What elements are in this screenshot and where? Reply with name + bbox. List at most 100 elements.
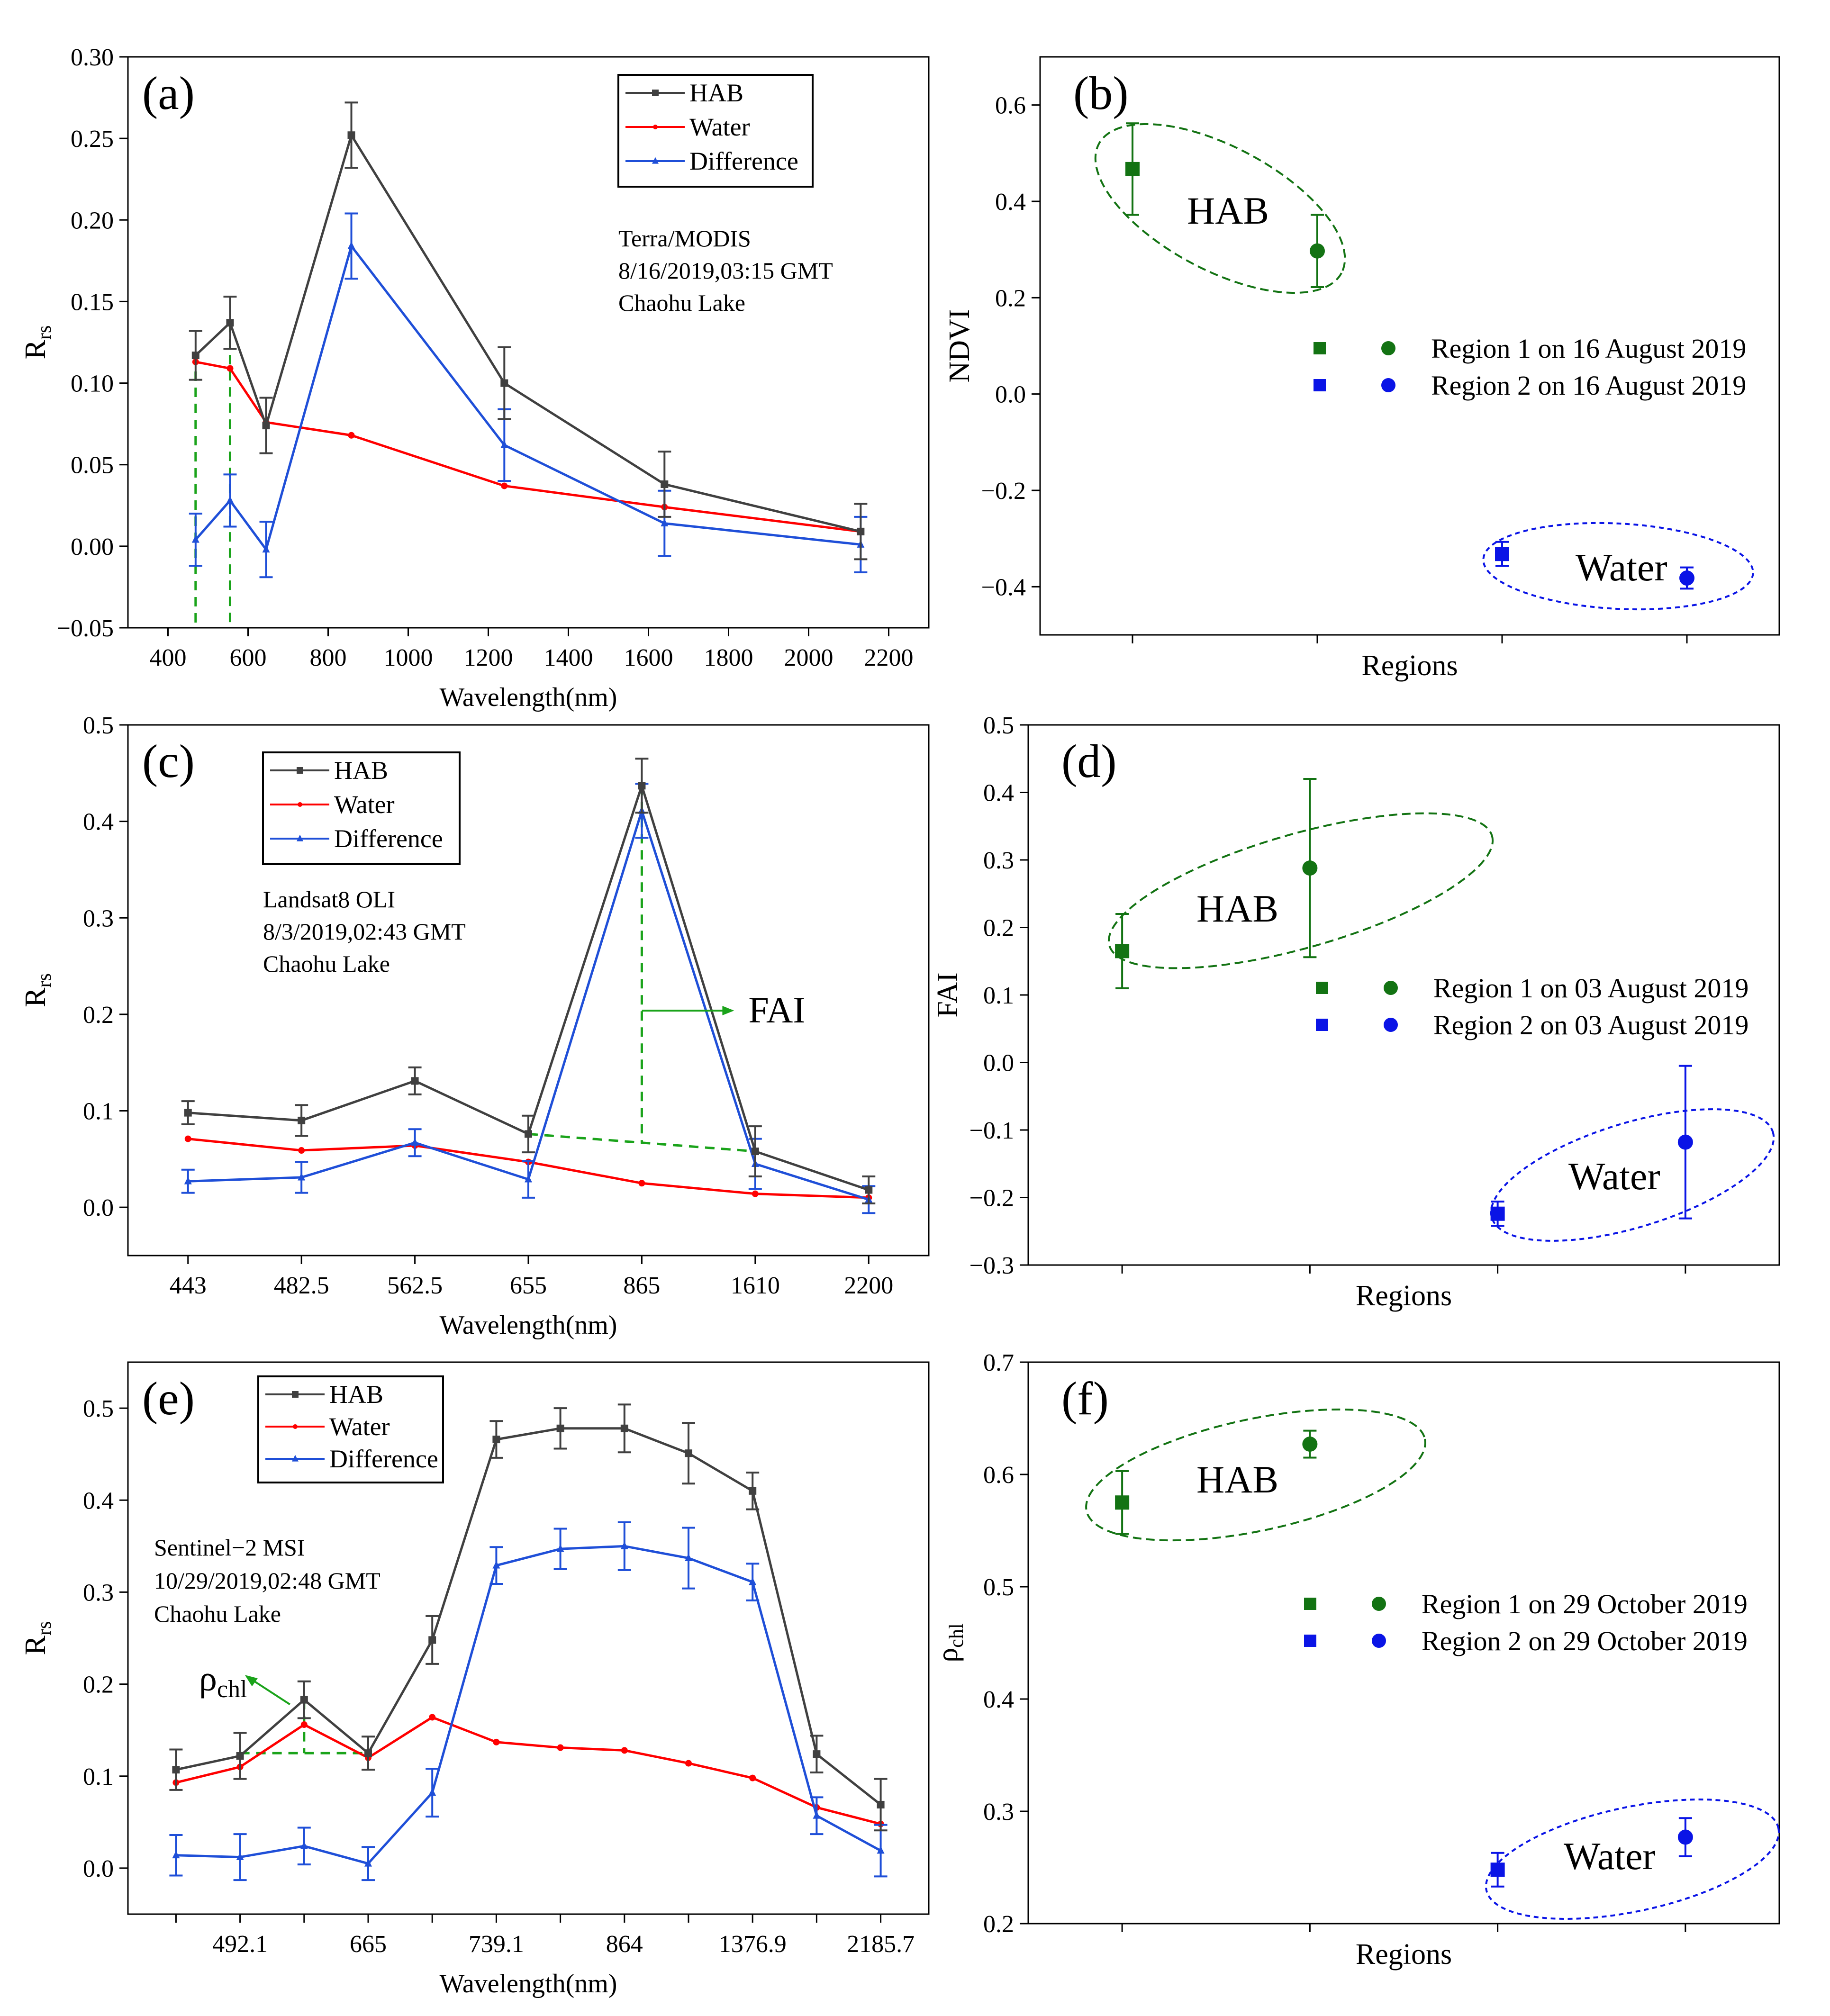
legend-entry: Difference bbox=[689, 147, 798, 175]
data-point bbox=[638, 782, 646, 790]
x-tick-label: 443 bbox=[170, 1272, 207, 1299]
data-point bbox=[1302, 1437, 1318, 1452]
y-tick-label: 0.2 bbox=[995, 285, 1026, 312]
chart-panel: 0.0 0.1 0.2 0.3 0.4 0.5 492.1 665 739.1 864 1376.9… bbox=[19, 1361, 930, 1998]
data-point bbox=[1310, 243, 1325, 259]
data-point bbox=[184, 1135, 191, 1142]
series-line bbox=[195, 132, 861, 533]
annotation-text: 8/3/2019,02:43 GMT bbox=[263, 918, 466, 945]
legend-circle-marker bbox=[1372, 1597, 1386, 1611]
data-point bbox=[300, 1841, 308, 1849]
x-tick-label: 864 bbox=[606, 1931, 643, 1958]
y-tick-label: 0.3 bbox=[983, 1799, 1014, 1826]
y-tick-label: 0.10 bbox=[71, 371, 114, 398]
annotation-text: Sentinel−2 MSI bbox=[154, 1534, 305, 1561]
y-tick-label: 0.0 bbox=[983, 1050, 1014, 1077]
legend-swatch-marker bbox=[293, 1424, 298, 1429]
series-line bbox=[176, 1545, 881, 1865]
x-axis-label: Wavelength(nm) bbox=[440, 683, 617, 712]
data-point bbox=[661, 519, 669, 527]
legend-swatch-marker bbox=[652, 157, 659, 164]
legend-swatch-marker bbox=[297, 767, 303, 774]
data-point bbox=[525, 1130, 532, 1138]
data-point bbox=[661, 480, 669, 488]
chart-panel: 0.0 0.1 0.2 0.3 0.4 0.5 443 482.5 562.5 655 865 161… bbox=[19, 712, 930, 1340]
data-point bbox=[1495, 547, 1509, 561]
y-tick-label: −0.1 bbox=[969, 1117, 1014, 1144]
data-point bbox=[226, 319, 234, 327]
x-tick-label: 1800 bbox=[704, 644, 753, 671]
y-tick-label: 0.4 bbox=[983, 780, 1014, 807]
data-point bbox=[226, 365, 234, 372]
x-tick-label: 2200 bbox=[844, 1272, 893, 1299]
data-point bbox=[877, 1846, 885, 1854]
data-point bbox=[191, 352, 199, 360]
data-point bbox=[749, 1577, 757, 1585]
legend-entry: HAB bbox=[329, 1380, 383, 1409]
x-axis-label: Regions bbox=[1356, 1938, 1452, 1971]
rho-callout-label: ρchl bbox=[199, 1659, 247, 1703]
y-tick-label: 0.25 bbox=[71, 126, 114, 153]
x-tick-label: 1000 bbox=[384, 644, 433, 671]
y-axis-label-main: FAI bbox=[932, 972, 964, 1017]
legend-entry: Region 1 on 03 August 2019 bbox=[1433, 973, 1748, 1003]
water-group-label: Water bbox=[1576, 546, 1667, 589]
legend-entry: Region 2 on 03 August 2019 bbox=[1433, 1010, 1748, 1040]
y-tick-label: 0.3 bbox=[983, 847, 1014, 874]
y-axis-label-sub: chl bbox=[946, 1623, 968, 1647]
data-point bbox=[1125, 162, 1140, 176]
water-group-ellipse bbox=[1490, 1108, 1775, 1242]
y-tick-label: 0.0 bbox=[995, 381, 1026, 408]
chart-panel: 0.2 0.3 0.4 0.5 0.6 0.7 Regions ρchl (f) HAB Water… bbox=[932, 1349, 1780, 1971]
data-point bbox=[638, 1180, 645, 1187]
y-tick-label: −0.3 bbox=[969, 1252, 1014, 1279]
x-axis-label: Wavelength(nm) bbox=[440, 1969, 617, 1998]
data-point bbox=[865, 1186, 873, 1194]
legend-swatch-marker bbox=[292, 1455, 299, 1462]
water-group-ellipse bbox=[1482, 522, 1754, 611]
legend-entry: Region 1 on 16 August 2019 bbox=[1431, 333, 1746, 364]
plot-frame bbox=[1039, 56, 1780, 636]
data-point bbox=[749, 1487, 757, 1495]
y-axis-label-main: R bbox=[19, 1635, 52, 1655]
annotation-text: Terra/MODIS bbox=[618, 225, 751, 252]
y-tick-label: 0.2 bbox=[83, 1002, 114, 1029]
y-tick-label: 0.4 bbox=[983, 1686, 1014, 1713]
x-axis-label: Regions bbox=[1361, 650, 1458, 682]
data-point bbox=[347, 131, 355, 139]
chart-panel: −0.3 −0.2 −0.1 0.0 0.1 0.2 0.3 0.4 0.5 Regions FAI… bbox=[932, 712, 1780, 1312]
data-point bbox=[751, 1148, 759, 1156]
y-axis-label: FAI bbox=[932, 972, 964, 1017]
data-point bbox=[364, 1859, 372, 1867]
x-tick-label: 665 bbox=[350, 1931, 387, 1958]
y-tick-label: 0.5 bbox=[983, 1574, 1014, 1601]
data-point bbox=[493, 1738, 500, 1745]
x-tick-label: 2000 bbox=[784, 644, 833, 671]
panel-label: (b) bbox=[1073, 67, 1129, 119]
data-point bbox=[172, 1851, 180, 1859]
y-axis-label-sub: rs bbox=[34, 325, 55, 340]
data-point bbox=[500, 440, 508, 448]
fai-callout-label: FAI bbox=[748, 989, 805, 1031]
data-point bbox=[556, 1424, 564, 1432]
water-group-label: Water bbox=[1564, 1835, 1656, 1878]
y-tick-label: 0.15 bbox=[71, 289, 114, 316]
legend-square-marker bbox=[1316, 982, 1328, 994]
data-point bbox=[1490, 1862, 1505, 1877]
legend-entry: Water bbox=[689, 113, 750, 141]
y-tick-label: 0.1 bbox=[83, 1763, 114, 1790]
y-axis-label-main: R bbox=[19, 987, 52, 1007]
legend-box bbox=[257, 1375, 444, 1483]
annotation-text: Chaohu Lake bbox=[154, 1600, 281, 1627]
y-tick-label: −0.4 bbox=[981, 574, 1026, 601]
y-tick-label: 0.5 bbox=[83, 712, 114, 739]
legend-entry: Water bbox=[329, 1412, 390, 1441]
y-tick-label: 0.0 bbox=[83, 1194, 114, 1221]
data-point bbox=[1302, 860, 1318, 876]
legend-square-marker bbox=[1314, 342, 1326, 354]
data-point bbox=[428, 1636, 436, 1644]
y-axis-label: NDVI bbox=[943, 309, 976, 383]
data-point bbox=[621, 1747, 628, 1754]
data-point bbox=[298, 1173, 306, 1181]
panel-label: (f) bbox=[1061, 1372, 1109, 1425]
